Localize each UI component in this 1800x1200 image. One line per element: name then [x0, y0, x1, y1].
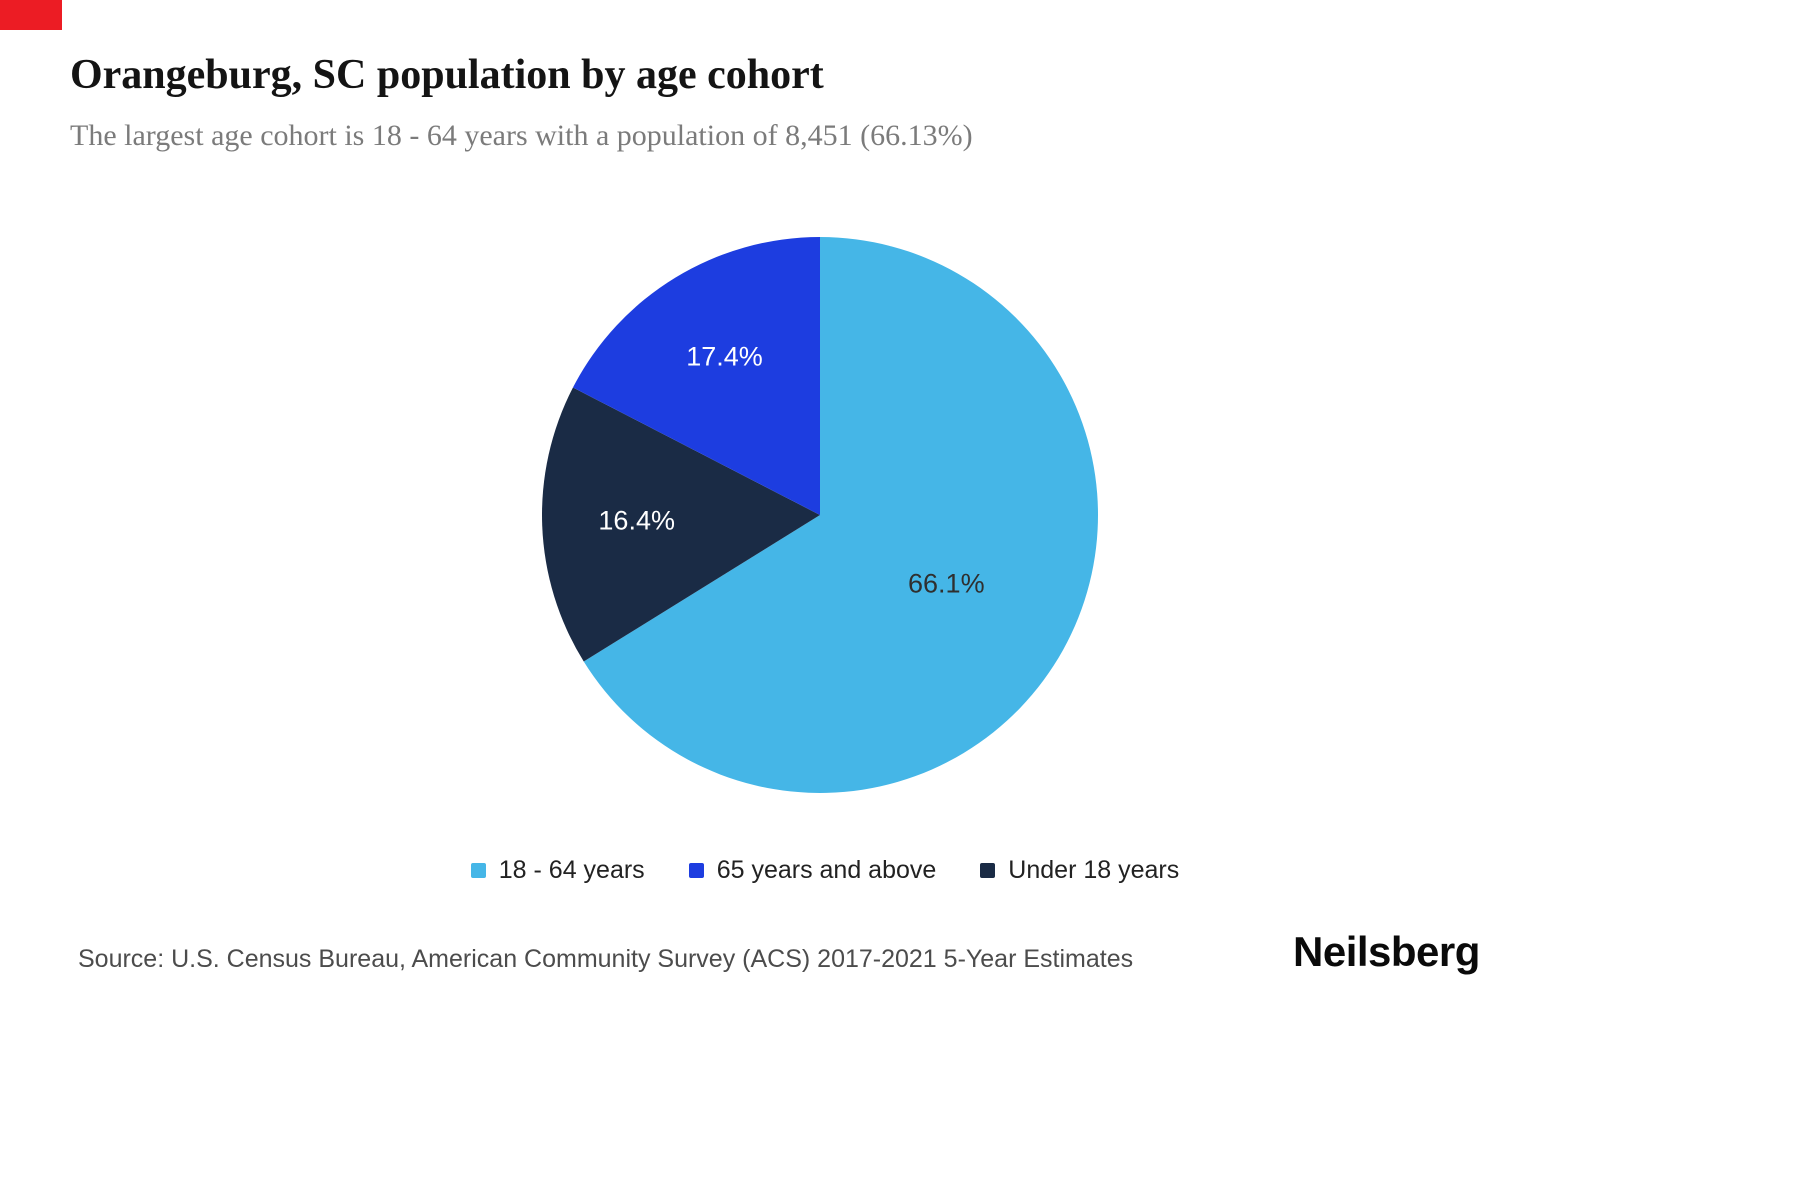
- slice-label: 17.4%: [686, 341, 763, 371]
- red-corner-mark: [0, 0, 62, 30]
- chart-subtitle: The largest age cohort is 18 - 64 years …: [70, 119, 973, 152]
- legend-item-65-years-and-above[interactable]: 65 years and above: [688, 856, 937, 885]
- pie-slice-18-64-years[interactable]: [583, 237, 1098, 793]
- chart-title: Orangeburg, SC population by age cohort: [70, 52, 824, 98]
- slice-label: 16.4%: [598, 505, 675, 535]
- brand-logo: Neilsberg: [1293, 928, 1480, 975]
- legend-label: Under 18 years: [1008, 856, 1180, 884]
- legend-swatch: [688, 863, 704, 878]
- source-note: Source: U.S. Census Bureau, American Com…: [78, 945, 1134, 973]
- legend-swatch: [980, 863, 996, 878]
- pie-slice-under-18-years[interactable]: [542, 387, 820, 662]
- legend-label: 18 - 64 years: [498, 856, 645, 884]
- legend-item-under-18-years[interactable]: Under 18 years: [980, 856, 1179, 885]
- pie-chart[interactable]: 66.1% 16.4% 17.4%: [542, 237, 1098, 793]
- legend-item-18-64-years[interactable]: 18 - 64 years: [470, 856, 645, 885]
- slice-label: 66.1%: [908, 568, 985, 598]
- legend-label: 65 years and above: [716, 856, 937, 884]
- pie-slice-65-years-and-above[interactable]: [572, 237, 820, 515]
- legend: 18 - 64 years 65 years and above Under 18 …: [100, 856, 1550, 885]
- legend-swatch: [470, 863, 486, 878]
